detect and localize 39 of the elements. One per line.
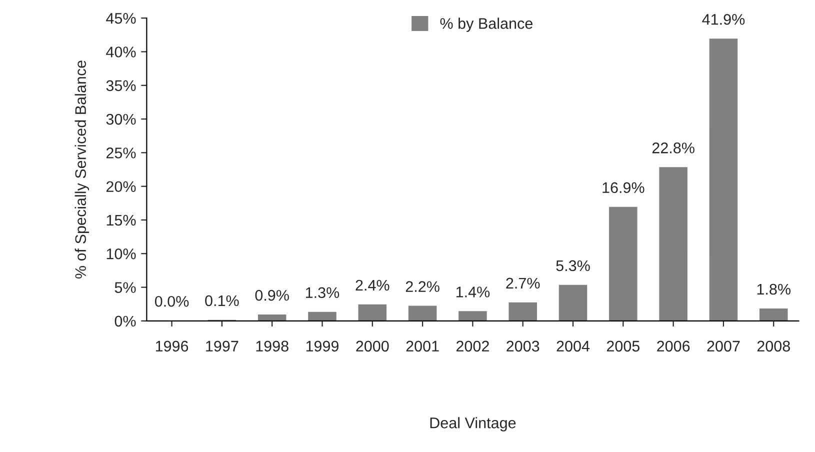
y-tick-label: 35% bbox=[106, 80, 136, 92]
y-tick-label: 25% bbox=[106, 148, 136, 158]
y-tick-label: 40% bbox=[106, 46, 136, 58]
legend-label: % by Balance bbox=[440, 18, 532, 32]
x-tick-label: 2004 bbox=[556, 340, 590, 352]
y-tick-label: 10% bbox=[106, 248, 136, 260]
x-tick-label: 2008 bbox=[757, 340, 790, 352]
data-label: 2.2% bbox=[406, 281, 440, 292]
data-label: 2.7% bbox=[506, 278, 540, 289]
data-label: 41.9% bbox=[702, 14, 745, 25]
y-axis-title: % of Specially Serviced Balance bbox=[74, 60, 90, 278]
x-tick-label: 1999 bbox=[306, 340, 339, 352]
data-label: 1.8% bbox=[757, 284, 790, 295]
x-tick-label: 1997 bbox=[206, 340, 238, 352]
x-tick-label: 1996 bbox=[156, 340, 188, 352]
data-label: 1.4% bbox=[456, 286, 490, 298]
data-label: 22.8% bbox=[652, 142, 694, 154]
data-label: 16.9% bbox=[602, 182, 644, 194]
data-label: 2.4% bbox=[356, 280, 390, 291]
x-tick-label: 2001 bbox=[406, 340, 439, 352]
x-tick-label: 2007 bbox=[707, 340, 740, 352]
y-tick-label: 20% bbox=[106, 181, 136, 192]
x-axis-title: Deal Vintage bbox=[430, 417, 516, 432]
y-tick-label: 45% bbox=[106, 13, 136, 24]
data-label: 0.1% bbox=[205, 295, 239, 306]
data-label: 1.3% bbox=[306, 287, 340, 298]
x-tick-label: 2005 bbox=[606, 340, 640, 352]
y-tick-label: 30% bbox=[106, 114, 136, 125]
x-tick-label: 2006 bbox=[657, 340, 690, 352]
x-tick-label: 2003 bbox=[506, 340, 540, 352]
x-tick-label: 2002 bbox=[456, 340, 489, 352]
y-tick-label: 5% bbox=[114, 282, 136, 293]
y-tick-label: 15% bbox=[106, 214, 136, 226]
data-label: 0.9% bbox=[255, 290, 289, 301]
data-label: 0.0% bbox=[154, 296, 189, 307]
x-tick-label: 2000 bbox=[356, 340, 389, 352]
y-tick-label: 0% bbox=[114, 316, 136, 327]
x-tick-label: 1998 bbox=[256, 340, 288, 352]
data-label: 5.3% bbox=[556, 260, 590, 272]
